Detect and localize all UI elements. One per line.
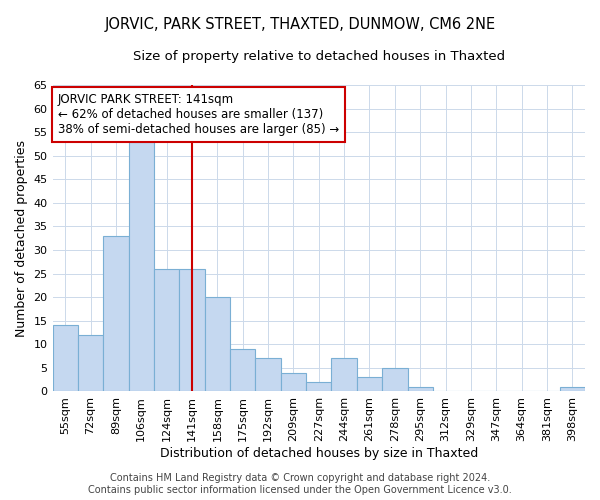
Bar: [407, 386, 433, 392]
Bar: [103, 236, 128, 392]
Y-axis label: Number of detached properties: Number of detached properties: [15, 140, 28, 336]
X-axis label: Distribution of detached houses by size in Thaxted: Distribution of detached houses by size …: [160, 447, 478, 460]
Bar: [382, 368, 407, 392]
Text: JORVIC PARK STREET: 141sqm
← 62% of detached houses are smaller (137)
38% of sem: JORVIC PARK STREET: 141sqm ← 62% of deta…: [58, 92, 339, 136]
Bar: [306, 382, 331, 392]
Bar: [53, 326, 78, 392]
Text: JORVIC, PARK STREET, THAXTED, DUNMOW, CM6 2NE: JORVIC, PARK STREET, THAXTED, DUNMOW, CM…: [104, 18, 496, 32]
Bar: [78, 335, 103, 392]
Bar: [154, 269, 179, 392]
Bar: [179, 269, 205, 392]
Bar: [560, 386, 585, 392]
Bar: [128, 142, 154, 392]
Bar: [230, 349, 256, 392]
Title: Size of property relative to detached houses in Thaxted: Size of property relative to detached ho…: [133, 50, 505, 63]
Bar: [331, 358, 357, 392]
Text: Contains HM Land Registry data © Crown copyright and database right 2024.
Contai: Contains HM Land Registry data © Crown c…: [88, 474, 512, 495]
Bar: [357, 378, 382, 392]
Bar: [281, 372, 306, 392]
Bar: [256, 358, 281, 392]
Bar: [205, 297, 230, 392]
